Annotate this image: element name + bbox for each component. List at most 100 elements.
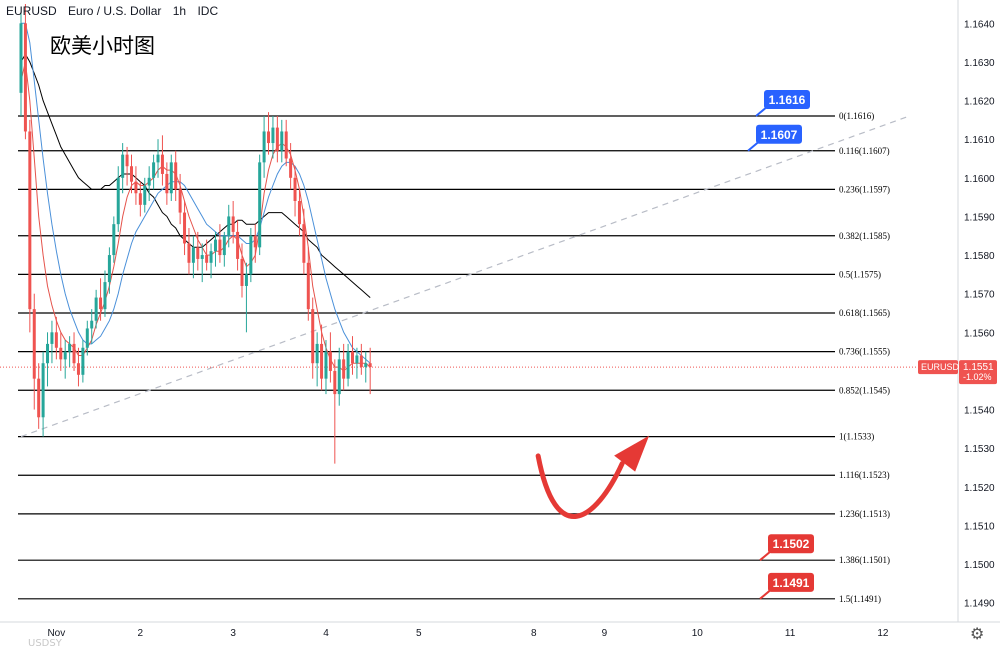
candle-body <box>187 243 191 263</box>
candle-body <box>240 258 244 286</box>
current-price-label: 1.1551 <box>963 362 994 373</box>
candle-body <box>200 255 204 259</box>
candle-body <box>130 166 133 182</box>
candle-body <box>169 162 173 194</box>
candle-body <box>85 328 89 348</box>
candle-body <box>311 309 315 364</box>
fib-level-label: 0.5(1.1575) <box>839 269 881 279</box>
time-tick-label: 3 <box>230 628 236 639</box>
candle-body <box>231 216 235 232</box>
price-callout-label: 1.1502 <box>773 537 810 551</box>
candle-body <box>209 251 213 263</box>
candle-body <box>178 189 182 213</box>
candle-body <box>253 235 257 248</box>
candle-body <box>147 177 151 186</box>
price-tick-label: 1.1570 <box>964 290 995 301</box>
price-tick-label: 1.1510 <box>964 521 995 532</box>
candle-body <box>32 309 36 379</box>
candle-body <box>346 351 350 379</box>
ma-fast-line <box>20 61 371 372</box>
candle-body <box>364 363 368 368</box>
price-tick-label: 1.1630 <box>964 58 995 69</box>
candle-body <box>227 216 231 236</box>
price-tick-label: 1.1560 <box>964 328 995 339</box>
candle-body <box>46 343 50 364</box>
price-tick-label: 1.1610 <box>964 135 995 146</box>
time-tick-label: 9 <box>602 628 608 639</box>
candle-body <box>63 351 67 360</box>
candle-body <box>355 355 359 364</box>
candle-body <box>205 255 209 263</box>
candle-body <box>99 297 103 310</box>
candle-body <box>112 224 116 256</box>
candle-body <box>107 255 111 283</box>
current-price-badge <box>959 360 997 385</box>
candle-body <box>134 181 138 194</box>
candle-body <box>143 185 147 205</box>
fib-level-label: 0(1.1616) <box>839 111 874 121</box>
symbol-label[interactable]: EURUSD <box>6 4 57 18</box>
candle-body <box>19 23 23 93</box>
fib-level-label: 1.5(1.1491) <box>839 594 881 604</box>
candle-body <box>121 154 125 178</box>
fib-level-label: 0.382(1.1585) <box>839 231 890 241</box>
time-tick-label: 2 <box>138 628 144 639</box>
price-tick-label: 1.1590 <box>964 212 995 223</box>
candle-body <box>244 274 248 286</box>
candle-body <box>37 378 41 418</box>
candle-body <box>320 343 324 379</box>
price-callout <box>768 534 814 554</box>
price-callout <box>756 124 802 144</box>
gear-icon[interactable]: ⚙ <box>970 624 985 643</box>
symbol-badge-label: EURUSD <box>921 362 960 372</box>
time-tick-label: 11 <box>785 628 796 639</box>
candle-body <box>152 162 156 178</box>
candle-body <box>262 131 266 163</box>
ma-mid-line <box>21 22 371 364</box>
candle-body <box>275 127 279 151</box>
fib-level-label: 0.852(1.1545) <box>839 385 890 395</box>
candle-body <box>41 363 45 418</box>
symbol-badge <box>918 360 958 375</box>
fib-level-label: 1.236(1.1513) <box>839 509 890 519</box>
candle-body <box>236 231 240 259</box>
candle-body <box>306 262 310 310</box>
price-change-label: -1.02% <box>963 372 992 382</box>
time-tick-label: Nov <box>47 628 65 639</box>
candle-body <box>284 131 288 159</box>
candle-body <box>222 235 226 256</box>
candle-body <box>138 193 142 205</box>
price-tick-label: 1.1640 <box>964 19 995 30</box>
candle-body <box>271 127 275 144</box>
price-callout-label: 1.1616 <box>769 93 806 107</box>
exchange-label: IDC <box>197 4 219 18</box>
candle-body <box>337 359 341 395</box>
price-tick-label: 1.1620 <box>964 97 995 108</box>
price-callout-label: 1.1491 <box>773 576 810 590</box>
candle-body <box>218 239 222 256</box>
candle-body <box>368 363 372 368</box>
price-callout-label: 1.1607 <box>761 128 798 142</box>
candle-body <box>72 343 76 364</box>
candle-body <box>289 158 293 178</box>
arrow-head <box>614 435 650 472</box>
fib-level-label: 0.618(1.1565) <box>839 308 890 318</box>
price-tick-label: 1.1600 <box>964 174 995 185</box>
candle-body <box>165 173 169 194</box>
candle-body <box>90 320 94 329</box>
candle-body <box>328 351 332 371</box>
fib-level-label: 1(1.1533) <box>839 432 874 442</box>
fib-level-label: 0.236(1.1597) <box>839 184 890 194</box>
candle-body <box>213 239 217 252</box>
interval-label[interactable]: 1h <box>172 4 187 18</box>
candle-body <box>258 162 262 248</box>
fib-level-label: 1.386(1.1501) <box>839 555 890 565</box>
candle-body <box>324 351 328 379</box>
time-tick-label: 4 <box>323 628 329 639</box>
price-tick-label: 1.1500 <box>964 560 995 571</box>
candle-body <box>54 332 58 348</box>
candle-body <box>333 370 337 395</box>
chart-header: EURUSD Euro / U.S. Dollar 1h IDC <box>6 4 226 18</box>
